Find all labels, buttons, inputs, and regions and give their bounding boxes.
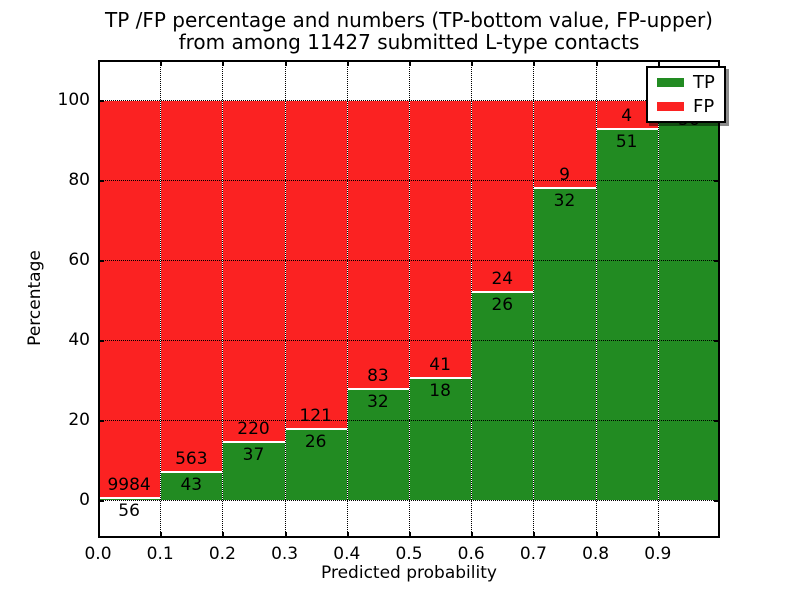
y-tick-mark xyxy=(714,180,720,182)
tp-bar-segment xyxy=(409,377,473,501)
x-tick-mark xyxy=(533,60,536,66)
x-tick-label: 0.5 xyxy=(395,544,423,564)
tp-bar-segment xyxy=(284,429,348,501)
tp-bar-segment xyxy=(657,107,721,501)
x-tick-mark xyxy=(284,532,287,538)
x-tick-label: 0.6 xyxy=(457,544,485,564)
fp-count-label: 220 xyxy=(237,419,270,440)
x-tick-mark xyxy=(346,532,349,538)
y-tick-mark xyxy=(98,340,104,342)
y-tick-label: 20 xyxy=(68,410,90,430)
fp-bar-segment xyxy=(98,100,162,498)
chart-title-line2: from among 11427 submitted L-type contac… xyxy=(178,30,640,54)
fp-count-label: 83 xyxy=(367,365,389,386)
fp-bar-segment xyxy=(222,100,286,443)
x-tick-mark xyxy=(657,532,660,538)
y-tick-mark xyxy=(98,180,104,182)
y-tick-label: 100 xyxy=(57,90,90,110)
x-tick-mark xyxy=(409,60,411,66)
legend-row: FP xyxy=(657,97,715,116)
x-tick-mark xyxy=(471,60,474,66)
legend-label: TP xyxy=(693,72,715,93)
x-tick-mark xyxy=(533,532,536,538)
tp-count-label: 32 xyxy=(367,391,389,412)
fp-bar-segment xyxy=(346,100,410,389)
fp-legend-swatch xyxy=(657,102,684,111)
x-tick-mark xyxy=(98,60,100,66)
x-tick-mark xyxy=(222,60,225,66)
y-tick-mark xyxy=(714,340,720,342)
y-tick-mark xyxy=(98,260,104,262)
legend: TP FP xyxy=(646,66,726,123)
y-tick-mark xyxy=(98,500,104,502)
x-tick-mark xyxy=(718,532,720,538)
x-tick-label: 0.3 xyxy=(271,544,299,564)
x-tick-label: 0.2 xyxy=(208,544,236,564)
y-tick-label: 80 xyxy=(68,170,90,190)
y-tick-mark xyxy=(714,260,720,262)
tp-bar-segment xyxy=(595,129,659,501)
fp-bar-segment xyxy=(160,100,224,472)
x-tick-label: 0.1 xyxy=(146,544,174,564)
plot-area: 9984565634322037121268332411824269324515… xyxy=(98,60,726,538)
x-tick-mark xyxy=(284,60,287,66)
x-tick-mark xyxy=(346,60,349,66)
x-axis-label: Predicted probability xyxy=(321,563,497,583)
x-tick-label: 0.4 xyxy=(333,544,361,564)
fp-bar-segment xyxy=(284,100,348,430)
x-tick-mark xyxy=(657,60,660,66)
x-tick-mark xyxy=(595,532,598,538)
x-tick-mark xyxy=(160,532,163,538)
fp-bar-segment xyxy=(471,100,535,292)
tp-count-label: 26 xyxy=(304,432,327,453)
legend-row: TP xyxy=(657,73,715,92)
y-tick-mark xyxy=(98,420,104,422)
x-tick-label: 0.7 xyxy=(519,544,547,564)
tp-count-label: 18 xyxy=(429,380,451,401)
tp-count-label: 43 xyxy=(180,474,203,495)
x-tick-mark xyxy=(595,60,598,66)
x-tick-label: 0.9 xyxy=(644,544,672,564)
tp-bar-segment xyxy=(471,292,535,501)
tp-count-label: 32 xyxy=(553,190,576,211)
x-tick-label: 0.8 xyxy=(582,544,610,564)
fp-count-label: 41 xyxy=(429,354,451,375)
legend-label: FP xyxy=(693,96,715,117)
fp-count-label: 563 xyxy=(175,448,208,469)
chart-title-line1: TP /FP percentage and numbers (TP-bottom… xyxy=(105,8,713,32)
tp-bar-segment xyxy=(533,187,597,501)
x-tick-mark xyxy=(471,532,474,538)
x-tick-label: 0.0 xyxy=(84,544,112,564)
x-tick-mark xyxy=(160,60,163,66)
tp-count-label: 26 xyxy=(491,295,514,315)
y-tick-mark xyxy=(714,500,720,502)
tp-count-label: 51 xyxy=(615,132,638,153)
fp-count-label: 24 xyxy=(491,269,514,289)
x-tick-mark xyxy=(409,532,411,538)
tp-bar-segment xyxy=(346,388,410,501)
chart-title: TP /FP percentage and numbers (TP-bottom… xyxy=(98,9,720,53)
y-tick-mark xyxy=(98,100,104,102)
tp-count-label: 56 xyxy=(118,500,140,521)
y-tick-label: 40 xyxy=(68,330,90,350)
fp-count-label: 9 xyxy=(559,164,570,185)
y-tick-label: 0 xyxy=(79,490,90,510)
fp-count-label: 4 xyxy=(621,106,633,127)
y-tick-mark xyxy=(714,420,720,422)
fp-count-label: 9984 xyxy=(107,474,151,495)
tp-count-label: 37 xyxy=(242,445,265,466)
x-tick-mark xyxy=(222,532,225,538)
tp-legend-swatch xyxy=(657,78,684,87)
fp-count-label: 121 xyxy=(299,406,332,427)
fp-bar-segment xyxy=(409,100,473,378)
x-tick-mark xyxy=(98,532,100,538)
y-tick-label: 60 xyxy=(68,250,90,270)
